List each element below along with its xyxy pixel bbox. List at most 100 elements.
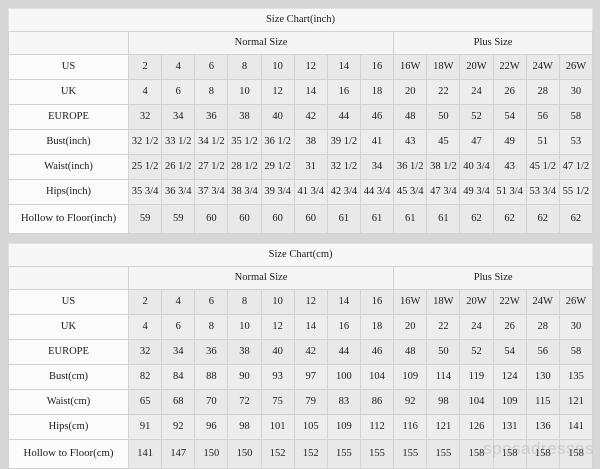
cell: 28 [525,79,560,105]
cell: 40 3/4 [459,154,494,180]
cell: 56 [525,339,560,365]
title-row: Size Chart(inch) [8,8,593,32]
cell: 92 [161,414,196,440]
cell: 68 [161,389,196,415]
cell: 37 3/4 [194,179,229,205]
cell: 46 [359,104,395,130]
cell: 97 [293,364,328,390]
cell: 38 1/2 [426,154,461,180]
cell: 24W [525,54,560,80]
cell: 86 [359,389,395,415]
cell: 6 [194,289,229,315]
size-chart-cm: Size Chart(cm) Normal Size Plus Size US 2 4 6 8… [7,243,594,469]
row-label-hips-cm: Hips(cm) [8,414,129,440]
table-row: Waist(cm) 65 68 70 72 75 79 83 86 92 98 104 109 115 12… [8,389,594,415]
cell: 130 [525,364,560,390]
cell: 59 [127,204,163,234]
cell: 88 [194,364,229,390]
cell: 38 [293,129,328,155]
cell: 121 [426,414,461,440]
cell: 42 [293,339,328,365]
row-label-bust-inch: Bust(inch) [8,129,129,155]
cell: 6 [194,54,229,80]
cell: 104 [359,364,395,390]
cell: 53 3/4 [525,179,560,205]
table-row: Bust(cm) 82 84 88 90 93 97 100 104 109 114 119 124 13… [8,364,594,390]
cell: 60 [227,204,262,234]
cell: 158 [525,439,560,469]
row-label-hips-inch: Hips(inch) [8,179,129,205]
cell: 46 [359,339,395,365]
cell: 10 [227,314,262,340]
cell: 6 [161,314,196,340]
cell: 51 3/4 [492,179,527,205]
cell: 84 [161,364,196,390]
cell: 8 [194,79,229,105]
cell: 56 [525,104,560,130]
cell: 26W [558,54,594,80]
cell: 65 [127,389,163,415]
cell: 27 1/2 [194,154,229,180]
table-row: Bust(inch) 32 1/2 33 1/2 34 1/2 35 1/2 36 1/2… [8,129,594,155]
cell: 98 [227,414,262,440]
cell: 61 [326,204,361,234]
cell: 50 [426,339,461,365]
table-row: Hips(cm) 91 92 96 98 101 105 109 112 116 121 126 131… [8,414,594,440]
cell: 16 [326,314,361,340]
cell: 34 [359,154,395,180]
cell: 53 [558,129,594,155]
cell: 2 [127,54,163,80]
table-row: US 2 4 6 8 10 12 14 16 16W 18W 20W 22W 24W 26W [8,289,594,315]
cell: 25 1/2 [127,154,163,180]
cell: 115 [525,389,560,415]
cell: 35 1/2 [227,129,262,155]
cell: 61 [393,204,428,234]
cell: 47 [459,129,494,155]
cell: 90 [227,364,262,390]
cell: 54 [492,339,527,365]
cell: 24 [459,314,494,340]
cell: 32 [127,339,163,365]
cell: 51 [525,129,560,155]
chart-title: Size Chart(cm) [7,243,594,267]
row-label-hollow-to-floor-cm: Hollow to Floor(cm) [8,439,129,469]
cell: 105 [293,414,328,440]
cell: 20 [393,314,428,340]
cell: 26 1/2 [161,154,196,180]
cell: 39 3/4 [260,179,295,205]
cell: 109 [393,364,428,390]
cell: 114 [426,364,461,390]
cell: 14 [293,314,328,340]
cell: 12 [293,289,328,315]
cell: 109 [326,414,361,440]
cell: 83 [326,389,361,415]
cell: 62 [525,204,560,234]
row-label-uk: UK [8,79,129,105]
cell: 158 [558,439,594,469]
cell: 147 [161,439,196,469]
cell: 40 [260,339,295,365]
cell: 98 [426,389,461,415]
cell: 155 [393,439,428,469]
cell: 52 [459,339,494,365]
cell: 36 [194,104,229,130]
cell: 61 [426,204,461,234]
cell: 131 [492,414,527,440]
cell: 49 [492,129,527,155]
cell: 16 [359,289,395,315]
row-label-us: US [8,54,129,80]
cell: 8 [227,289,262,315]
cell: 16W [393,54,428,80]
cell: 30 [558,79,594,105]
cell: 48 [393,339,428,365]
cell: 54 [492,104,527,130]
cell: 42 [293,104,328,130]
cell: 155 [326,439,361,469]
cell: 47 3/4 [426,179,461,205]
cell: 12 [260,314,295,340]
row-label-waist-cm: Waist(cm) [8,389,129,415]
cell: 44 [326,339,361,365]
cell: 22W [492,54,527,80]
cell: 45 [426,129,461,155]
group-header-row: Normal Size Plus Size [8,31,593,55]
